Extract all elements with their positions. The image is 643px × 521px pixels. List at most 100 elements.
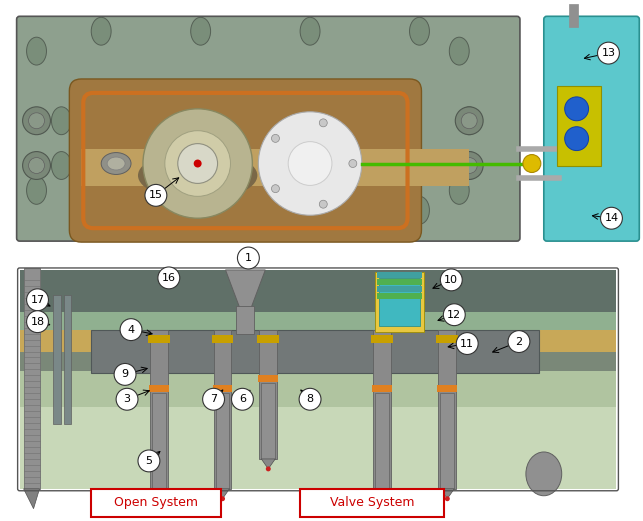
- Bar: [152, 393, 166, 489]
- Ellipse shape: [91, 196, 111, 224]
- Bar: [377, 286, 422, 292]
- Text: 12: 12: [448, 309, 461, 320]
- Bar: [377, 272, 422, 278]
- Circle shape: [266, 466, 271, 472]
- Circle shape: [320, 119, 327, 127]
- Circle shape: [177, 144, 217, 183]
- Circle shape: [597, 42, 619, 64]
- Text: 11: 11: [460, 339, 475, 349]
- FancyBboxPatch shape: [17, 16, 520, 241]
- Bar: [20, 407, 617, 489]
- Circle shape: [271, 134, 280, 142]
- Circle shape: [349, 159, 357, 167]
- Circle shape: [379, 496, 384, 501]
- Ellipse shape: [107, 157, 125, 170]
- Circle shape: [145, 184, 167, 206]
- FancyBboxPatch shape: [69, 79, 421, 242]
- Circle shape: [237, 247, 259, 269]
- Bar: [149, 386, 169, 392]
- Circle shape: [565, 127, 588, 151]
- Text: 8: 8: [307, 394, 314, 404]
- Bar: [53, 295, 61, 424]
- Bar: [375, 393, 388, 489]
- Text: 2: 2: [516, 337, 523, 346]
- Bar: [213, 330, 231, 489]
- Bar: [437, 334, 458, 343]
- Text: 9: 9: [122, 369, 129, 379]
- Circle shape: [508, 331, 530, 353]
- Circle shape: [461, 113, 477, 129]
- Bar: [237, 306, 255, 333]
- Circle shape: [143, 109, 252, 218]
- Polygon shape: [226, 270, 266, 310]
- Ellipse shape: [449, 37, 469, 65]
- Circle shape: [28, 113, 44, 129]
- Bar: [20, 371, 617, 407]
- Ellipse shape: [51, 152, 71, 179]
- Bar: [372, 386, 392, 392]
- Bar: [150, 330, 168, 489]
- Ellipse shape: [300, 196, 320, 224]
- Ellipse shape: [26, 37, 46, 65]
- Text: 10: 10: [444, 275, 458, 285]
- Ellipse shape: [526, 452, 562, 496]
- Text: 7: 7: [210, 394, 217, 404]
- Bar: [212, 334, 233, 343]
- Ellipse shape: [138, 151, 257, 200]
- Bar: [547, 19, 568, 238]
- Bar: [257, 334, 279, 343]
- Circle shape: [523, 155, 541, 172]
- Ellipse shape: [26, 177, 46, 204]
- Bar: [300, 489, 444, 517]
- Text: 15: 15: [149, 190, 163, 201]
- Circle shape: [445, 496, 450, 501]
- Bar: [440, 393, 455, 489]
- Bar: [258, 375, 278, 382]
- Text: Valve System: Valve System: [330, 496, 415, 509]
- Circle shape: [565, 97, 588, 121]
- Ellipse shape: [410, 17, 430, 45]
- Circle shape: [203, 388, 224, 410]
- Text: Open System: Open System: [114, 496, 198, 509]
- Bar: [213, 386, 233, 392]
- Circle shape: [28, 157, 44, 173]
- Circle shape: [116, 388, 138, 410]
- Bar: [371, 334, 393, 343]
- Circle shape: [271, 184, 280, 193]
- Ellipse shape: [459, 152, 479, 179]
- Circle shape: [440, 269, 462, 291]
- Circle shape: [23, 107, 50, 134]
- Text: 18: 18: [30, 317, 44, 327]
- Polygon shape: [215, 489, 230, 499]
- Circle shape: [158, 267, 180, 289]
- Circle shape: [120, 319, 142, 341]
- Bar: [439, 330, 457, 489]
- Ellipse shape: [459, 107, 479, 134]
- Polygon shape: [440, 489, 455, 499]
- Circle shape: [457, 332, 478, 354]
- Ellipse shape: [91, 17, 111, 45]
- Text: 6: 6: [239, 394, 246, 404]
- Circle shape: [194, 159, 202, 167]
- Bar: [91, 330, 539, 374]
- Circle shape: [601, 207, 622, 229]
- Bar: [261, 383, 275, 459]
- Text: 13: 13: [601, 48, 615, 58]
- FancyBboxPatch shape: [544, 16, 639, 241]
- Circle shape: [455, 152, 483, 179]
- Circle shape: [23, 152, 50, 179]
- Circle shape: [455, 107, 483, 134]
- Ellipse shape: [410, 196, 430, 224]
- Bar: [64, 295, 71, 424]
- Circle shape: [26, 289, 48, 311]
- Circle shape: [220, 496, 225, 501]
- Bar: [81, 148, 469, 187]
- Ellipse shape: [191, 196, 211, 224]
- Ellipse shape: [101, 153, 131, 175]
- Circle shape: [231, 388, 253, 410]
- Text: 5: 5: [145, 456, 152, 466]
- Bar: [375, 272, 424, 332]
- Ellipse shape: [449, 177, 469, 204]
- Circle shape: [138, 450, 160, 472]
- Circle shape: [320, 200, 327, 208]
